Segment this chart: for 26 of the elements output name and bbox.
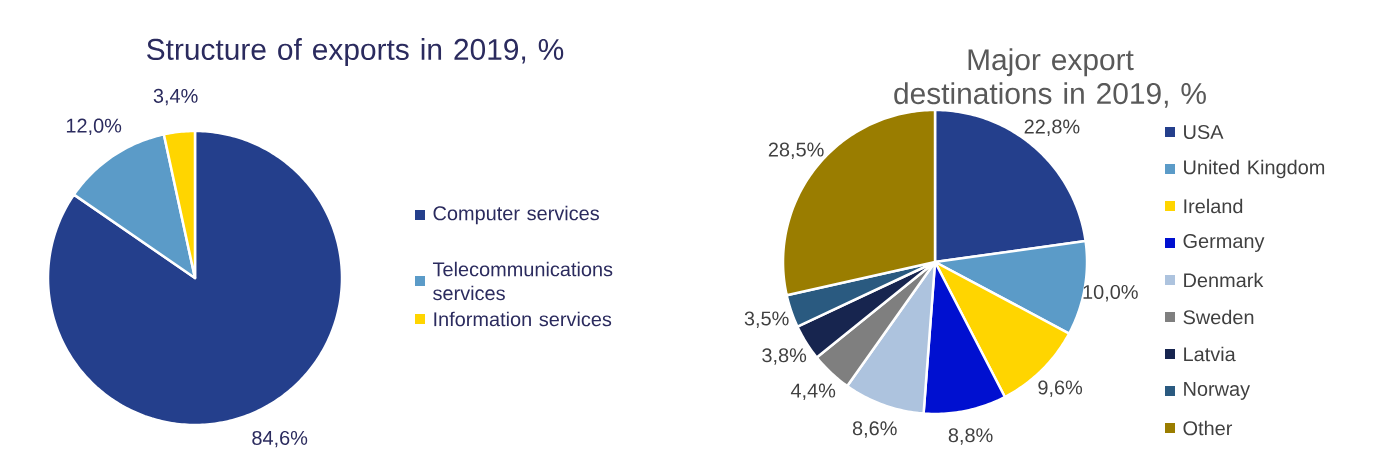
legend-label: Denmark: [1184, 272, 1264, 288]
legend-label: Information services: [434, 311, 612, 327]
data-label: 84,6%: [252, 430, 308, 448]
legend-label: Norway: [1184, 382, 1251, 400]
legend-label: Latvia: [1184, 346, 1236, 362]
data-label: 22,8%: [1024, 119, 1080, 136]
legend-label: Ireland: [1184, 198, 1243, 214]
data-label: 8,6%: [852, 421, 897, 438]
legend-label: Sweden: [1183, 309, 1254, 325]
legend-label: Other: [1183, 420, 1233, 436]
data-label: 28,5%: [768, 142, 824, 159]
legend-label: United Kingdom: [1184, 159, 1325, 179]
legend-label: Computer services: [433, 205, 599, 225]
legend-label: Telecommunications services: [432, 261, 613, 301]
data-label: 3,5%: [744, 311, 789, 328]
legend-label: Germany: [1183, 233, 1265, 253]
chart-title: Major export destinations in 2019, %: [894, 48, 1206, 108]
data-label: 10,0%: [1083, 284, 1138, 302]
data-label: 3,4%: [153, 88, 198, 106]
legend-label: USA: [1184, 124, 1224, 140]
data-label: 8,8%: [948, 428, 993, 445]
data-label: 4,4%: [790, 383, 836, 400]
data-label: 3,8%: [762, 348, 807, 365]
data-label: 12,0%: [66, 118, 122, 136]
chart-title: Structure of exports in 2019, %: [147, 38, 564, 66]
data-label: 9,6%: [1038, 380, 1083, 397]
